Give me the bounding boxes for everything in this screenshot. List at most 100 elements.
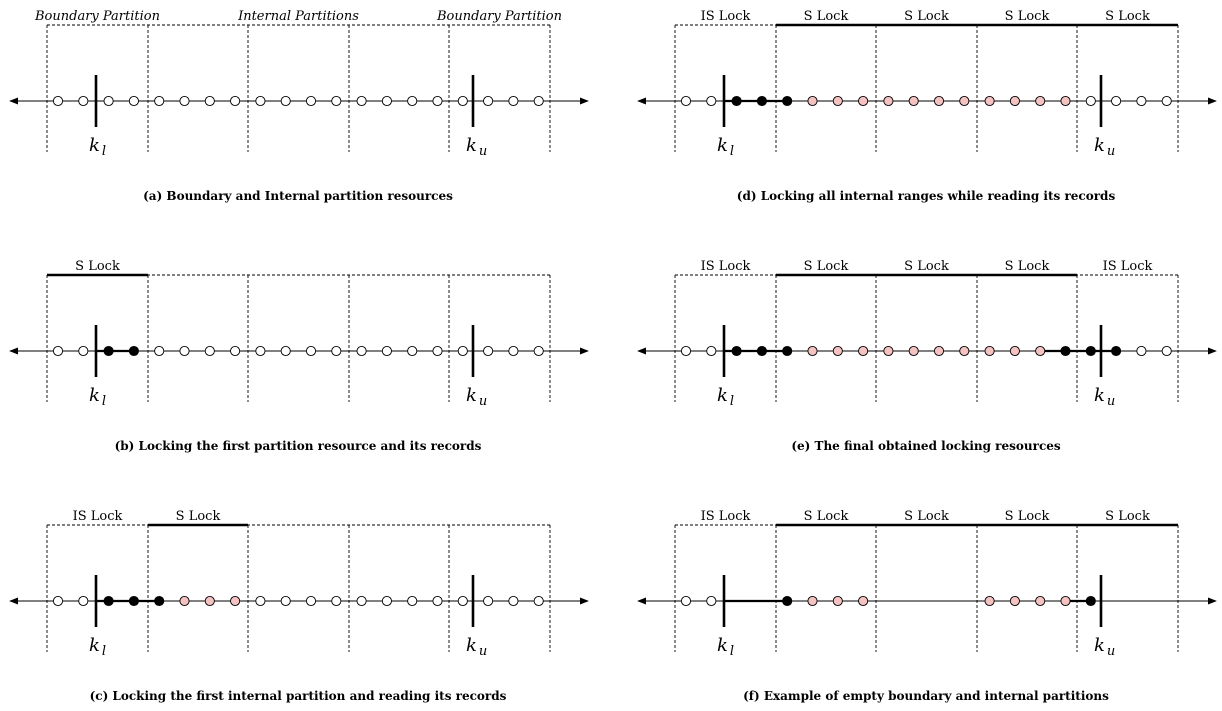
read-record: [1009, 595, 1020, 607]
record: [680, 95, 692, 107]
record: [204, 95, 215, 107]
record: [78, 345, 89, 357]
panel-d: IS Lock S Lock S Lock S Lock S Lock k l k u (d) L…: [637, 9, 1217, 203]
record: [331, 595, 342, 607]
read-record: [832, 345, 843, 357]
locked-record: [756, 345, 767, 357]
panel-caption: (f) Example of empty boundary and intern…: [743, 689, 1109, 703]
partition-label-0: Boundary Partition: [34, 9, 160, 24]
record: [1136, 95, 1147, 107]
record: [52, 95, 64, 107]
record: [706, 95, 717, 107]
record: [407, 95, 418, 107]
read-record: [858, 95, 869, 107]
record: [381, 95, 392, 107]
locked-record: [103, 345, 114, 357]
partition-label-1: Internal Partitions: [237, 9, 359, 24]
read-record: [883, 95, 894, 107]
read-record: [204, 595, 215, 607]
record: [1085, 95, 1096, 107]
locked-record: [1060, 345, 1071, 357]
read-record: [908, 345, 919, 357]
locked-record: [782, 95, 793, 107]
partition-label-2: S Lock: [904, 259, 949, 274]
record: [255, 345, 266, 357]
record: [154, 95, 165, 107]
record: [533, 95, 544, 107]
read-record: [933, 95, 945, 107]
record: [204, 345, 215, 357]
read-record: [832, 595, 843, 607]
partition-label-2: Boundary Partition: [436, 9, 562, 24]
partition-label-1: S Lock: [176, 509, 221, 524]
locked-record: [103, 595, 114, 607]
read-record: [1060, 595, 1071, 607]
record: [706, 595, 717, 607]
read-record: [1009, 345, 1020, 357]
panel-c: IS Lock S Lock k l k u (c) Locking the first i…: [9, 509, 589, 703]
read-record: [984, 95, 995, 107]
read-record: [984, 595, 995, 607]
record: [508, 345, 519, 357]
locked-record: [782, 595, 793, 607]
record: [305, 345, 317, 357]
record: [680, 345, 692, 357]
record: [508, 595, 519, 607]
partition-label-3: S Lock: [1005, 259, 1050, 274]
record: [52, 595, 64, 607]
record: [457, 95, 468, 107]
read-record: [1060, 95, 1071, 107]
panels: Boundary Partition Internal Partitions Bou…: [9, 9, 1217, 703]
record: [255, 595, 266, 607]
record: [331, 95, 342, 107]
record: [305, 95, 317, 107]
partition-label-2: S Lock: [904, 509, 949, 524]
read-record: [807, 345, 818, 357]
record: [407, 595, 418, 607]
record: [483, 95, 494, 107]
read-record: [1009, 95, 1020, 107]
read-record: [1035, 95, 1046, 107]
record: [457, 595, 468, 607]
read-record: [858, 595, 869, 607]
read-record: [858, 345, 869, 357]
panel-caption: (a) Boundary and Internal partition reso…: [143, 189, 453, 203]
partition-label-3: S Lock: [1005, 9, 1050, 24]
record: [356, 595, 367, 607]
panel-f: IS Lock S Lock S Lock S Lock S Lock k l k u (f) E…: [637, 509, 1217, 703]
record: [680, 595, 692, 607]
read-record: [807, 95, 818, 107]
partition-label-4: S Lock: [1105, 9, 1150, 24]
locked-record: [731, 345, 742, 357]
partition-label-3: S Lock: [1005, 509, 1050, 524]
panel-caption: (c) Locking the first internal partition…: [90, 689, 507, 703]
record: [432, 595, 443, 607]
record: [331, 345, 342, 357]
read-record: [1035, 595, 1046, 607]
locked-record: [128, 595, 139, 607]
record: [280, 595, 291, 607]
partition-label-0: IS Lock: [701, 509, 751, 524]
record: [432, 95, 443, 107]
record: [179, 345, 190, 357]
record: [508, 95, 519, 107]
locked-record: [128, 345, 139, 357]
read-record: [807, 595, 818, 607]
record: [154, 345, 165, 357]
record: [128, 95, 139, 107]
partition-label-2: S Lock: [904, 9, 949, 24]
panel-caption: (b) Locking the first partition resource…: [115, 439, 482, 453]
read-record: [959, 345, 970, 357]
read-record: [832, 95, 843, 107]
read-record: [1035, 345, 1046, 357]
